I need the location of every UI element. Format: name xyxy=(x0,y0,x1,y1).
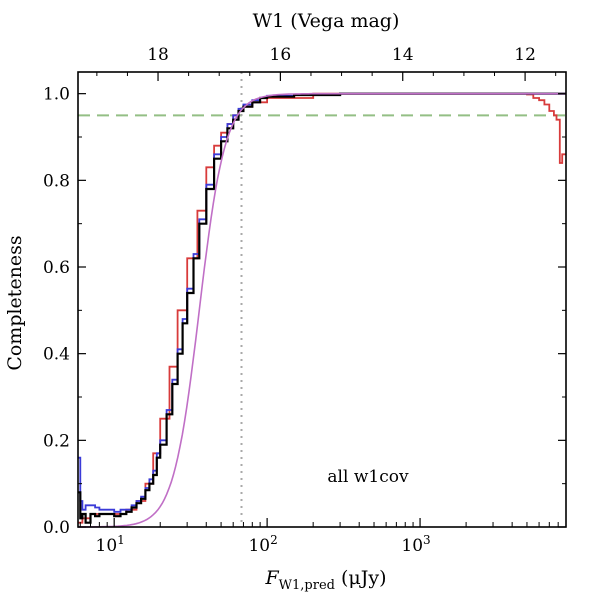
top-tick-label-1: 16 xyxy=(270,45,292,65)
y-tick-label-3: 0.6 xyxy=(43,258,70,278)
series-2-step-line xyxy=(78,92,566,524)
x-axis-label-units: (μJy) xyxy=(335,567,387,589)
y-tick-label-0: 0.0 xyxy=(43,518,70,538)
x-tick-label-0: 101 xyxy=(96,533,125,556)
x-tick-exponent: 3 xyxy=(423,533,431,547)
series-1-step-line xyxy=(78,92,566,513)
series-3-model-curve xyxy=(78,92,566,528)
x-tick-base: 10 xyxy=(401,536,423,556)
y-tick-label-1: 0.2 xyxy=(43,431,70,451)
top-tick-label-3: 12 xyxy=(514,45,536,65)
x-tick-base: 10 xyxy=(96,536,118,556)
x-axis-label-main: F xyxy=(264,567,279,589)
y-tick-label-4: 0.8 xyxy=(43,171,70,191)
x-tick-label-2: 103 xyxy=(401,533,430,556)
panel-annotation: all w1cov xyxy=(327,467,409,487)
x-axis-label-subscript: W1,pred xyxy=(279,578,335,593)
x-tick-base: 10 xyxy=(248,536,270,556)
top-axis-label: W1 (Vega mag) xyxy=(253,10,400,32)
top-tick-label-0: 18 xyxy=(147,45,169,65)
plot-frame xyxy=(77,71,567,528)
x-tick-exponent: 2 xyxy=(270,533,278,547)
x-tick-label-1: 102 xyxy=(248,533,277,556)
y-axis-label: Completeness xyxy=(4,235,26,370)
y-tick-label-2: 0.4 xyxy=(43,345,70,365)
x-tick-exponent: 1 xyxy=(117,533,125,547)
series-0-step-line xyxy=(78,92,566,524)
top-tick-label-2: 14 xyxy=(392,45,414,65)
y-tick-label-5: 1.0 xyxy=(43,85,70,105)
x-axis-label: FW1,pred (μJy) xyxy=(264,567,386,593)
